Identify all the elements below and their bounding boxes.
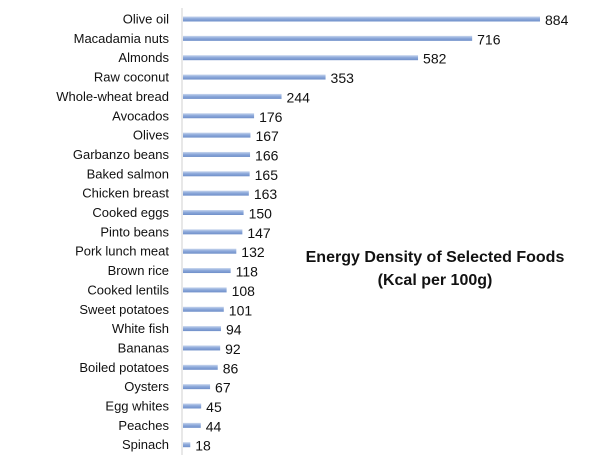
bar — [183, 132, 251, 138]
category-label: Spinach — [122, 437, 169, 452]
category-label: Olive oil — [123, 12, 169, 27]
category-label: Brown rice — [108, 263, 169, 278]
category-label: Avocados — [112, 108, 169, 123]
category-label: Pork lunch meat — [75, 244, 169, 259]
bar — [183, 268, 231, 274]
value-label: 45 — [206, 399, 222, 415]
category-label: Cooked lentils — [87, 282, 169, 297]
chart-title: Energy Density of Selected Foods (Kcal p… — [292, 246, 578, 292]
value-label: 44 — [206, 418, 222, 434]
category-label: Sweet potatoes — [79, 302, 169, 317]
bar — [183, 403, 202, 409]
category-labels: Olive oil Macadamia nuts Almonds Raw coconu… — [56, 12, 169, 453]
bar — [183, 422, 201, 428]
value-label: 108 — [232, 283, 256, 299]
bar — [183, 326, 221, 332]
category-label: Egg whites — [105, 399, 169, 414]
bar — [183, 93, 282, 99]
category-label: Macadamia nuts — [74, 31, 170, 46]
value-label: 166 — [255, 147, 279, 163]
category-label: Oysters — [124, 379, 169, 394]
bar — [183, 55, 419, 61]
value-label: 582 — [423, 51, 447, 67]
value-label: 353 — [331, 70, 355, 86]
category-label: Bananas — [118, 340, 170, 355]
value-label: 176 — [259, 109, 283, 125]
bar — [183, 35, 473, 41]
chart-title-main: Energy Density of Selected Foods — [305, 249, 565, 266]
value-label: 132 — [241, 244, 265, 260]
category-label: Almonds — [118, 50, 169, 65]
category-label: Olives — [133, 128, 170, 143]
value-label: 884 — [545, 12, 569, 28]
category-label: Chicken breast — [82, 186, 169, 201]
bar — [183, 171, 250, 177]
value-label: 86 — [223, 360, 239, 376]
category-label: Peaches — [118, 418, 169, 433]
value-label: 18 — [195, 438, 211, 454]
value-label: 150 — [249, 206, 273, 222]
value-label: 244 — [287, 89, 311, 105]
value-label: 147 — [247, 225, 271, 241]
category-label: Whole-wheat bread — [56, 89, 169, 104]
chart-title-sub: (Kcal per 100g) — [377, 272, 493, 289]
bar — [183, 210, 244, 215]
bar — [183, 364, 218, 370]
category-label: Cooked eggs — [92, 205, 169, 220]
bar — [183, 248, 237, 254]
value-label: 94 — [226, 322, 242, 338]
value-label: 165 — [255, 167, 279, 183]
bar — [183, 16, 540, 22]
value-label: 118 — [236, 264, 259, 280]
bar — [183, 306, 224, 312]
bars — [183, 16, 540, 448]
bar — [183, 190, 249, 196]
bar — [183, 151, 251, 157]
bar — [183, 345, 221, 351]
bar — [183, 442, 191, 448]
bar — [183, 384, 211, 390]
category-label: Garbanzo beans — [73, 147, 170, 162]
value-label: 163 — [254, 186, 278, 202]
value-label: 167 — [255, 128, 279, 144]
bar — [183, 74, 326, 80]
bar — [183, 113, 255, 119]
value-label: 92 — [225, 341, 241, 357]
category-label: White fish — [112, 321, 169, 336]
category-label: Pinto beans — [100, 224, 169, 239]
category-label: Baked salmon — [87, 166, 169, 181]
bar — [183, 287, 227, 293]
bar — [183, 229, 243, 235]
value-label: 101 — [229, 302, 253, 318]
category-label: Raw coconut — [94, 70, 170, 85]
value-label: 67 — [215, 380, 231, 396]
value-label: 716 — [477, 31, 501, 47]
category-label: Boiled potatoes — [79, 360, 169, 375]
